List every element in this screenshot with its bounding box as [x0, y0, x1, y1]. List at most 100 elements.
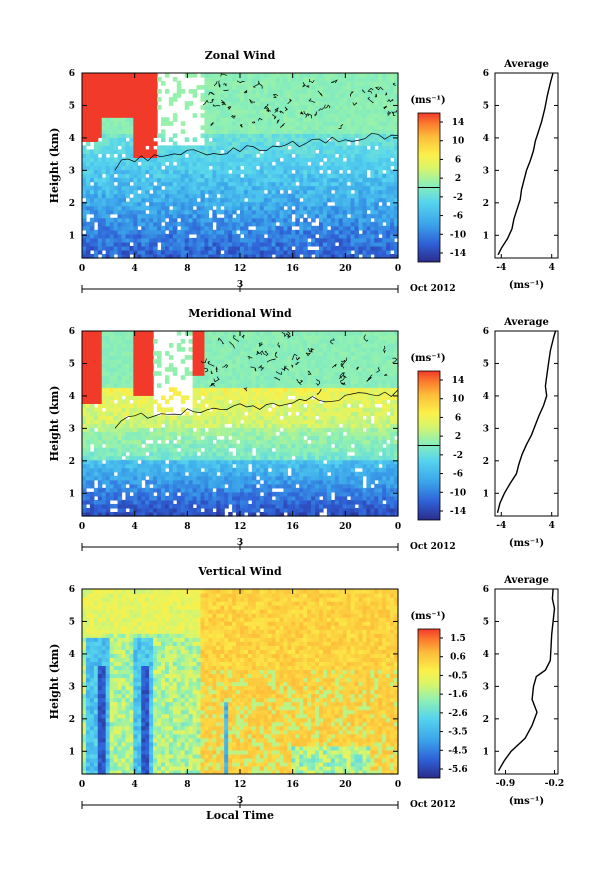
colorbar-tick-label: -3.5: [448, 728, 467, 738]
x-tick-label: 12: [234, 780, 247, 790]
y-tick-label: 2: [69, 199, 75, 209]
x-tick-label: 12: [234, 522, 247, 532]
y-tick-label: 6: [69, 327, 75, 337]
profile-title: Average: [503, 317, 549, 328]
x-tick-label: 0: [79, 780, 85, 790]
y-axis-label: Height (km): [48, 128, 61, 204]
profile-y-tick-label: 6: [483, 327, 489, 337]
profile-x-label: (ms⁻¹): [509, 538, 544, 549]
profile-y-tick-label: 1: [483, 489, 489, 499]
profile-y-tick-label: 2: [483, 457, 489, 467]
colorbar-tick-label: 10: [452, 137, 465, 147]
y-tick-label: 5: [69, 617, 75, 627]
colorbar-tick-label: -10: [450, 488, 466, 498]
x-tick-label: 0: [395, 264, 401, 274]
colorbar-tick-label: -6: [453, 470, 463, 480]
colorbar-tick-label: -0.5: [448, 671, 467, 681]
x-tick-label: 20: [339, 780, 352, 790]
y-tick-label: 5: [69, 101, 75, 111]
profile-y-tick-label: 5: [483, 101, 489, 111]
profile-y-tick-label: 4: [483, 650, 489, 660]
profile-x-label: (ms⁻¹): [509, 796, 544, 807]
y-tick-label: 4: [69, 650, 75, 660]
colorbar-tick-label: 10: [452, 395, 465, 405]
colorbar-tick-label: 14: [452, 376, 465, 386]
profile-y-tick-label: 4: [483, 134, 489, 144]
colorbar-tick-label: -6: [453, 212, 463, 222]
profile-y-tick-label: 6: [483, 69, 489, 79]
x-tick-label: 0: [79, 522, 85, 532]
x-axis-label: Local Time: [206, 809, 274, 822]
x-tick-label: 4: [132, 522, 138, 532]
y-axis-label: Height (km): [48, 644, 61, 720]
y-tick-label: 3: [69, 682, 75, 692]
y-tick-label: 4: [69, 392, 75, 402]
zero-contours: [114, 331, 399, 429]
colorbar-unit: (ms⁻¹): [410, 95, 445, 106]
colorbar-tick-label: -2: [453, 451, 463, 461]
profile-x-tick-label: 4: [549, 521, 555, 531]
y-axis-label: Height (km): [48, 386, 61, 462]
y-tick-label: 3: [69, 166, 75, 176]
colorbar-unit: (ms⁻¹): [410, 611, 445, 622]
profile-x-tick-label: -0.2: [545, 779, 564, 789]
colorbar-tick-label: -14: [450, 507, 466, 517]
profile-y-tick-label: 2: [483, 199, 489, 209]
colorbar-tick-label: 6: [455, 155, 461, 165]
x-tick-label: 4: [132, 780, 138, 790]
date-label: Oct 2012: [410, 284, 456, 294]
y-tick-label: 2: [69, 457, 75, 467]
colorbar-tick-label: -14: [450, 249, 466, 259]
x-tick-label: 20: [339, 522, 352, 532]
profile-frame: [494, 72, 559, 259]
x-tick-label: 16: [286, 264, 299, 274]
x-tick-label: 12: [234, 264, 247, 274]
chart-title: Zonal Wind: [205, 49, 276, 62]
x-tick-label: 0: [395, 522, 401, 532]
colorbar-tick-label: 2: [455, 432, 461, 442]
profile-y-tick-label: 5: [483, 359, 489, 369]
y-tick-label: 6: [69, 69, 75, 79]
date-marker: 3: [237, 796, 243, 806]
y-tick-label: 1: [69, 489, 75, 499]
profile-y-tick-label: 6: [483, 585, 489, 595]
profile-y-tick-label: 3: [483, 424, 489, 434]
colorbar-tick-label: 2: [455, 174, 461, 184]
profile-x-tick-label: -0.9: [496, 779, 515, 789]
y-tick-label: 1: [69, 747, 75, 757]
profile-title: Average: [503, 59, 549, 70]
x-tick-label: 0: [395, 780, 401, 790]
heatmap-cells: [82, 589, 399, 775]
colorbar-tick-label: -5.6: [448, 765, 467, 775]
profile-y-tick-label: 5: [483, 617, 489, 627]
zero-contours: [114, 73, 399, 171]
colorbar-tick-label: 1.5: [450, 634, 466, 644]
date-label: Oct 2012: [410, 800, 456, 810]
profile-line: [497, 588, 556, 772]
profile-x-label: (ms⁻¹): [509, 280, 544, 291]
profile-frame: [494, 588, 559, 775]
profile-y-tick-label: 1: [483, 747, 489, 757]
profile-line: [497, 72, 554, 256]
x-tick-label: 20: [339, 264, 352, 274]
y-tick-label: 6: [69, 585, 75, 595]
x-tick-label: 8: [184, 264, 190, 274]
colorbar-tick-label: 0.6: [450, 653, 466, 663]
profile-frame: [494, 330, 559, 517]
colorbar-tick-label: 6: [455, 413, 461, 423]
colorbar-tick-label: -2: [453, 193, 463, 203]
profile-x-tick-label: -4: [496, 263, 506, 273]
colorbar-unit: (ms⁻¹): [410, 353, 445, 364]
zero-contour-line: [114, 132, 399, 171]
x-tick-label: 0: [79, 264, 85, 274]
colorbar-tick-label: -1.6: [448, 690, 467, 700]
profile-title: Average: [503, 575, 549, 586]
profile-y-tick-label: 4: [483, 392, 489, 402]
profile-x-tick-label: 4: [549, 263, 555, 273]
zero-contour-line: [114, 389, 399, 429]
y-tick-label: 2: [69, 715, 75, 725]
